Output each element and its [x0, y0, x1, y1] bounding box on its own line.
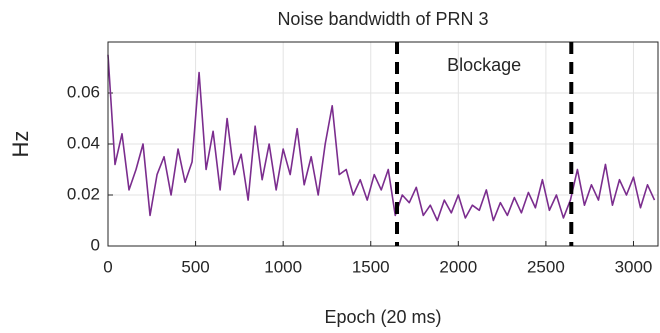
x-tick-label: 2500: [527, 257, 565, 276]
x-tick-label: 1500: [352, 257, 390, 276]
chart-title: Noise bandwidth of PRN 3: [277, 9, 488, 29]
x-tick-label: 0: [103, 257, 112, 276]
axes-box: [107, 41, 659, 247]
y-tick-label: 0.04: [67, 133, 100, 152]
x-tick-label: 2000: [439, 257, 477, 276]
y-tick-label: 0.06: [67, 82, 100, 101]
annotation: Blockage: [447, 55, 521, 75]
x-tick-label: 1000: [264, 257, 302, 276]
data-line: [107, 54, 656, 222]
y-tick-label: 0.02: [67, 184, 100, 203]
y-tick-label: 0: [91, 235, 100, 254]
y-axis-label: Hz: [8, 131, 33, 158]
x-tick-label: 500: [181, 257, 209, 276]
x-axis-label: Epoch (20 ms): [324, 307, 441, 327]
x-tick-label: 3000: [615, 257, 653, 276]
